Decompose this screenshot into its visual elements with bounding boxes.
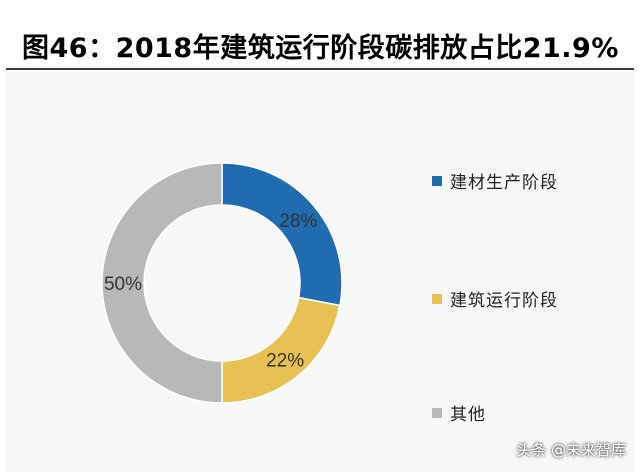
slice-building-materials (221, 162, 343, 307)
legend-item-building-materials: 建材生产阶段 (432, 168, 558, 193)
legend-item-building-operation: 建筑运行阶段 (432, 286, 558, 311)
chart-title: 图46：2018年建筑运行阶段碳排放占比21.9% (22, 33, 619, 64)
watermark: 头条 @未来智库 (516, 441, 626, 459)
legend-label-building-operation: 建筑运行阶段 (450, 291, 558, 311)
slice-label-other: 50% (104, 274, 142, 295)
legend-swatch-building-operation (432, 294, 442, 304)
title-divider (6, 68, 634, 70)
legend-label-building-materials: 建材生产阶段 (450, 173, 558, 193)
slice-other (101, 162, 223, 404)
slice-label-building-operation: 22% (266, 350, 304, 371)
legend-swatch-other (432, 408, 442, 418)
legend-label-other: 其他 (450, 405, 486, 425)
legend-item-other: 其他 (432, 400, 486, 425)
legend-swatch-building-materials (432, 176, 442, 186)
slice-label-building-materials: 28% (279, 211, 317, 232)
